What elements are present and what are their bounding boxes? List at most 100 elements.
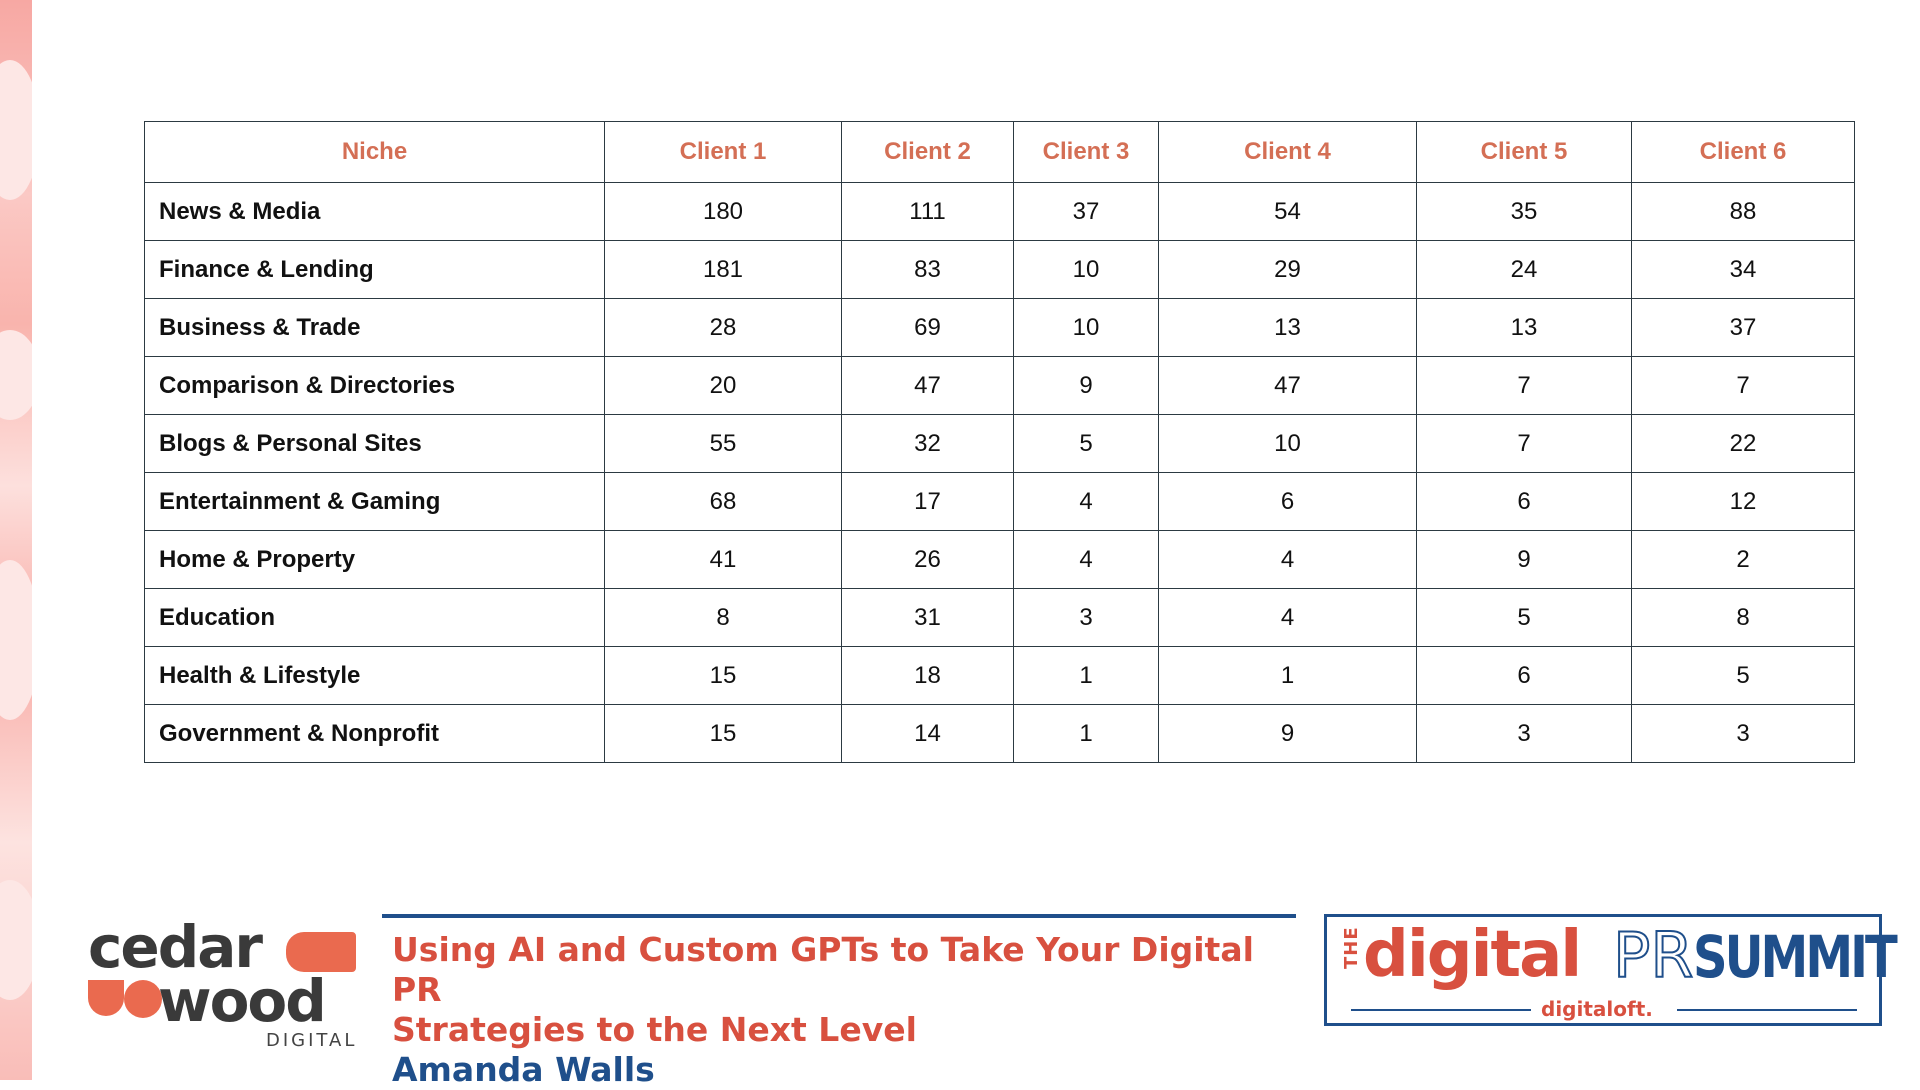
client-1-value-cell: 181 — [604, 240, 842, 299]
client-6-value-cell: 7 — [1631, 356, 1855, 415]
client-2-value-cell: 47 — [841, 356, 1014, 415]
niche-cell: Comparison & Directories — [144, 356, 605, 415]
client-2-value-cell: 18 — [841, 646, 1014, 705]
talk-title-rule — [382, 914, 1296, 918]
client-1-value-cell: 55 — [604, 414, 842, 473]
summit-word: SUMMIT — [1693, 924, 1898, 992]
client-3-value-cell: 1 — [1013, 646, 1159, 705]
digital-pr-summit-logo: THE digital PR SUMMIT digitaloft. — [1324, 914, 1898, 1026]
client-5-value-cell: 3 — [1416, 704, 1632, 763]
client-4-value-cell: 10 — [1158, 414, 1417, 473]
client-2-value-cell: 111 — [841, 182, 1014, 241]
client-3-value-cell: 5 — [1013, 414, 1159, 473]
header-client-5: Client 5 — [1416, 121, 1632, 183]
client-6-value-cell: 22 — [1631, 414, 1855, 473]
logo-text-digital: DIGITAL — [266, 1030, 358, 1051]
strip-wave — [0, 560, 32, 720]
client-5-value-cell: 13 — [1416, 298, 1632, 357]
speaker-name: Amanda Walls — [392, 1050, 655, 1089]
talk-title-line-1: Using AI and Custom GPTs to Take Your Di… — [392, 930, 1254, 1009]
client-5-value-cell: 9 — [1416, 530, 1632, 589]
strip-wave — [0, 330, 32, 420]
niche-cell: Health & Lifestyle — [144, 646, 605, 705]
client-3-value-cell: 3 — [1013, 588, 1159, 647]
header-niche: Niche — [144, 121, 605, 183]
client-2-value-cell: 69 — [841, 298, 1014, 357]
client-2-value-cell: 83 — [841, 240, 1014, 299]
table-row: Business & Trade 28 69 10 13 13 37 — [144, 298, 1855, 357]
header-client-3: Client 3 — [1013, 121, 1159, 183]
client-5-value-cell: 7 — [1416, 356, 1632, 415]
table-row: Comparison & Directories 20 47 9 47 7 7 — [144, 356, 1855, 415]
niche-cell: News & Media — [144, 182, 605, 241]
table-row: Blogs & Personal Sites 55 32 5 10 7 22 — [144, 414, 1855, 473]
client-6-value-cell: 5 — [1631, 646, 1855, 705]
client-4-value-cell: 13 — [1158, 298, 1417, 357]
cedarwood-digital-logo: cedar wood DIGITAL — [86, 913, 358, 1051]
niche-cell: Finance & Lending — [144, 240, 605, 299]
summit-byline: digitaloft. — [1541, 997, 1653, 1021]
talk-title-line-2: Strategies to the Next Level — [392, 1010, 917, 1049]
client-6-value-cell: 37 — [1631, 298, 1855, 357]
client-6-value-cell: 12 — [1631, 472, 1855, 531]
client-4-value-cell: 1 — [1158, 646, 1417, 705]
summit-rule-left — [1351, 1009, 1531, 1011]
niche-cell: Entertainment & Gaming — [144, 472, 605, 531]
summit-the: THE — [1341, 926, 1362, 969]
client-6-value-cell: 34 — [1631, 240, 1855, 299]
client-5-value-cell: 6 — [1416, 472, 1632, 531]
client-6-value-cell: 8 — [1631, 588, 1855, 647]
client-6-value-cell: 3 — [1631, 704, 1855, 763]
client-3-value-cell: 4 — [1013, 530, 1159, 589]
client-4-value-cell: 9 — [1158, 704, 1417, 763]
header-client-6: Client 6 — [1631, 121, 1855, 183]
client-3-value-cell: 9 — [1013, 356, 1159, 415]
strip-wave — [0, 60, 32, 200]
client-3-value-cell: 10 — [1013, 240, 1159, 299]
client-1-value-cell: 20 — [604, 356, 842, 415]
client-6-value-cell: 2 — [1631, 530, 1855, 589]
logo-text-wood: wood — [158, 967, 327, 1035]
client-5-value-cell: 6 — [1416, 646, 1632, 705]
client-4-value-cell: 6 — [1158, 472, 1417, 531]
summit-rule-right — [1677, 1009, 1857, 1011]
client-3-value-cell: 10 — [1013, 298, 1159, 357]
client-2-value-cell: 14 — [841, 704, 1014, 763]
client-1-value-cell: 28 — [604, 298, 842, 357]
client-1-value-cell: 15 — [604, 646, 842, 705]
client-5-value-cell: 5 — [1416, 588, 1632, 647]
summit-digital: digital — [1363, 918, 1582, 992]
header-client-2: Client 2 — [841, 121, 1014, 183]
table-row: Education 8 31 3 4 5 8 — [144, 588, 1855, 647]
table-row: Health & Lifestyle 15 18 1 1 6 5 — [144, 646, 1855, 705]
client-1-value-cell: 180 — [604, 182, 842, 241]
table-row: Government & Nonprofit 15 14 1 9 3 3 — [144, 704, 1855, 763]
client-2-value-cell: 31 — [841, 588, 1014, 647]
logo-shape — [124, 980, 162, 1018]
client-5-value-cell: 24 — [1416, 240, 1632, 299]
client-4-value-cell: 4 — [1158, 588, 1417, 647]
niche-cell: Government & Nonprofit — [144, 704, 605, 763]
left-decorative-strip — [0, 0, 32, 1080]
niche-cell: Home & Property — [144, 530, 605, 589]
client-4-value-cell: 47 — [1158, 356, 1417, 415]
client-1-value-cell: 68 — [604, 472, 842, 531]
niche-cell: Blogs & Personal Sites — [144, 414, 605, 473]
client-4-value-cell: 54 — [1158, 182, 1417, 241]
talk-info: Using AI and Custom GPTs to Take Your Di… — [392, 930, 1302, 1090]
header-client-4: Client 4 — [1158, 121, 1417, 183]
table-row: Home & Property 41 26 4 4 9 2 — [144, 530, 1855, 589]
niche-by-client-table: Niche Client 1 Client 2 Client 3 Client … — [144, 121, 1855, 763]
table-header-row: Niche Client 1 Client 2 Client 3 Client … — [144, 121, 1855, 183]
table-row: News & Media 180 111 37 54 35 88 — [144, 182, 1855, 241]
client-4-value-cell: 29 — [1158, 240, 1417, 299]
client-3-value-cell: 1 — [1013, 704, 1159, 763]
table-row: Entertainment & Gaming 68 17 4 6 6 12 — [144, 472, 1855, 531]
summit-pr: PR — [1612, 919, 1694, 992]
niche-cell: Education — [144, 588, 605, 647]
logo-text-cedar: cedar — [88, 913, 263, 981]
client-5-value-cell: 35 — [1416, 182, 1632, 241]
client-2-value-cell: 32 — [841, 414, 1014, 473]
client-2-value-cell: 17 — [841, 472, 1014, 531]
client-1-value-cell: 15 — [604, 704, 842, 763]
